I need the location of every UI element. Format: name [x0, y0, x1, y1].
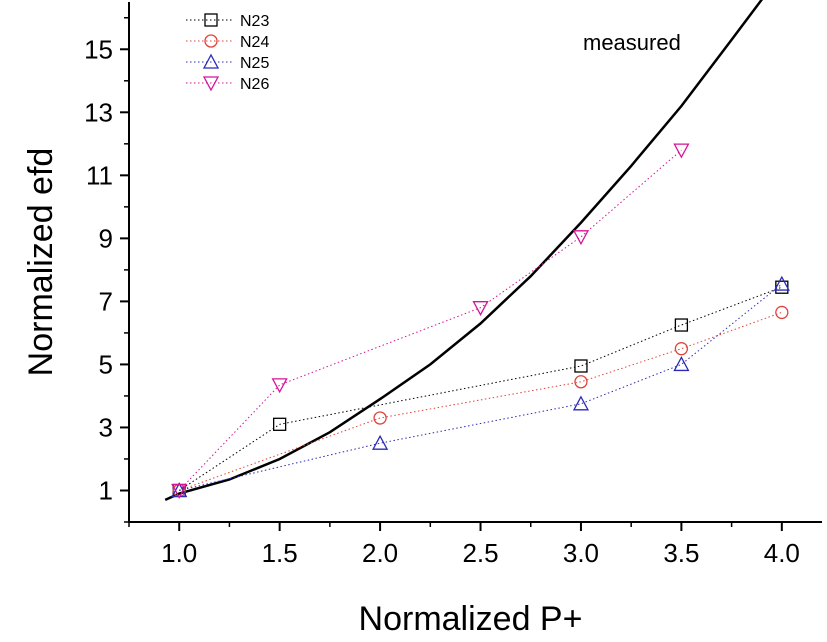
legend-label: N25: [240, 55, 269, 72]
data-point: [273, 417, 287, 431]
series-n26: [171, 143, 690, 499]
series-line: [178, 149, 682, 491]
y-tick-label: 13: [84, 97, 113, 127]
y-tick-label: 5: [99, 349, 113, 379]
data-point: [673, 356, 690, 372]
data-point: [773, 275, 790, 291]
data-point: [572, 230, 590, 246]
legend-marker: [202, 53, 220, 69]
x-tick-label: 1.5: [262, 538, 298, 568]
data-point: [373, 411, 387, 425]
legend-marker: [204, 34, 218, 48]
data-point: [472, 301, 489, 317]
measured-annotation: measured: [583, 30, 681, 55]
legend-label: N26: [240, 76, 269, 93]
x-axis-title: Normalized P+: [359, 600, 583, 638]
data-point: [674, 318, 689, 332]
data-point: [674, 342, 689, 356]
series-n24: [172, 305, 789, 498]
x-tick-label: 4.0: [764, 538, 800, 568]
legend-label: N23: [240, 13, 269, 30]
x-tick-label: 3.5: [663, 538, 699, 568]
legend-label: N24: [240, 34, 269, 51]
data-point: [574, 359, 588, 373]
y-tick-label: 11: [86, 160, 113, 190]
legend: N23 N24 N25 N26: [186, 13, 269, 93]
y-tick-label: 7: [99, 286, 113, 316]
y-tick-label: 1: [99, 475, 113, 505]
series-n25: [171, 275, 790, 498]
data-point: [171, 483, 188, 499]
measured-curve: [164, 0, 764, 502]
y-tick-label: 15: [84, 34, 113, 64]
x-tick-label: 2.5: [462, 538, 498, 568]
legend-marker: [204, 13, 218, 27]
data-point: [775, 280, 789, 294]
y-tick-label: 9: [99, 223, 113, 253]
data-point: [371, 434, 389, 450]
y-tick-label: 3: [99, 412, 113, 442]
y-axis-title: Normalized efd: [22, 148, 60, 377]
data-point: [271, 378, 288, 394]
data-point: [572, 395, 590, 411]
x-tick-label: 3.0: [563, 538, 599, 568]
data-point: [574, 375, 588, 389]
x-tick-label: 1.0: [161, 538, 197, 568]
data-point: [775, 305, 789, 320]
legend-marker: [202, 76, 220, 92]
data-point: [673, 143, 690, 159]
series-line: [178, 286, 782, 491]
x-tick-label: 2.0: [362, 538, 398, 568]
plot-area: [164, 0, 790, 502]
